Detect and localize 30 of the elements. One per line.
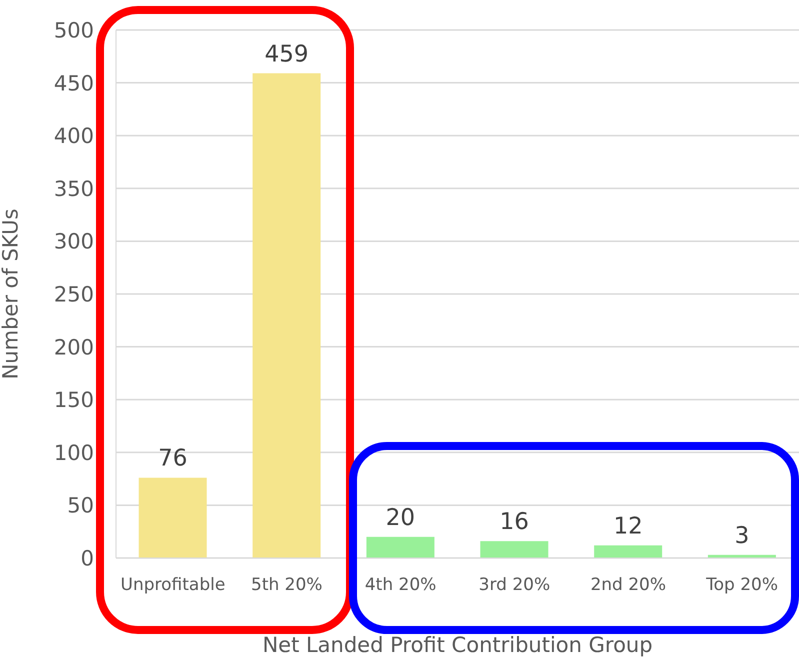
y-tick-label: 400 <box>54 124 94 148</box>
y-tick-label: 100 <box>54 440 94 465</box>
x-tick-label: Unprofitable <box>120 575 226 596</box>
y-tick-label: 150 <box>54 388 94 412</box>
data-label: 459 <box>264 41 309 68</box>
y-tick-label: 300 <box>54 230 94 254</box>
y-tick-label: 0 <box>80 546 94 570</box>
y-tick-label: 450 <box>54 71 94 96</box>
data-label: 3 <box>734 522 750 549</box>
bar <box>594 545 662 558</box>
data-label: 12 <box>613 513 643 540</box>
x-tick-label: 4th 20% <box>364 575 436 596</box>
bar <box>252 73 321 558</box>
y-tick-label: 350 <box>54 176 94 201</box>
data-label: 20 <box>386 504 416 531</box>
bar <box>480 541 548 558</box>
y-tick-label: 500 <box>54 18 94 42</box>
y-tick-label: 200 <box>54 335 94 360</box>
y-tick-label: 50 <box>67 494 94 518</box>
data-label: 76 <box>158 446 188 472</box>
x-tick-label: 5th 20% <box>251 575 322 596</box>
x-tick-label: Top 20% <box>705 575 778 596</box>
bar <box>138 478 207 558</box>
y-axis-title: Number of SKUs <box>0 208 22 380</box>
y-tick-label: 250 <box>54 282 94 306</box>
x-tick-label: 2nd 20% <box>590 575 666 596</box>
bar <box>366 536 434 558</box>
x-tick-label: 3rd 20% <box>478 575 550 596</box>
data-label: 16 <box>500 509 529 536</box>
x-axis-title: Net Landed Profit Contribution Group <box>262 633 653 657</box>
